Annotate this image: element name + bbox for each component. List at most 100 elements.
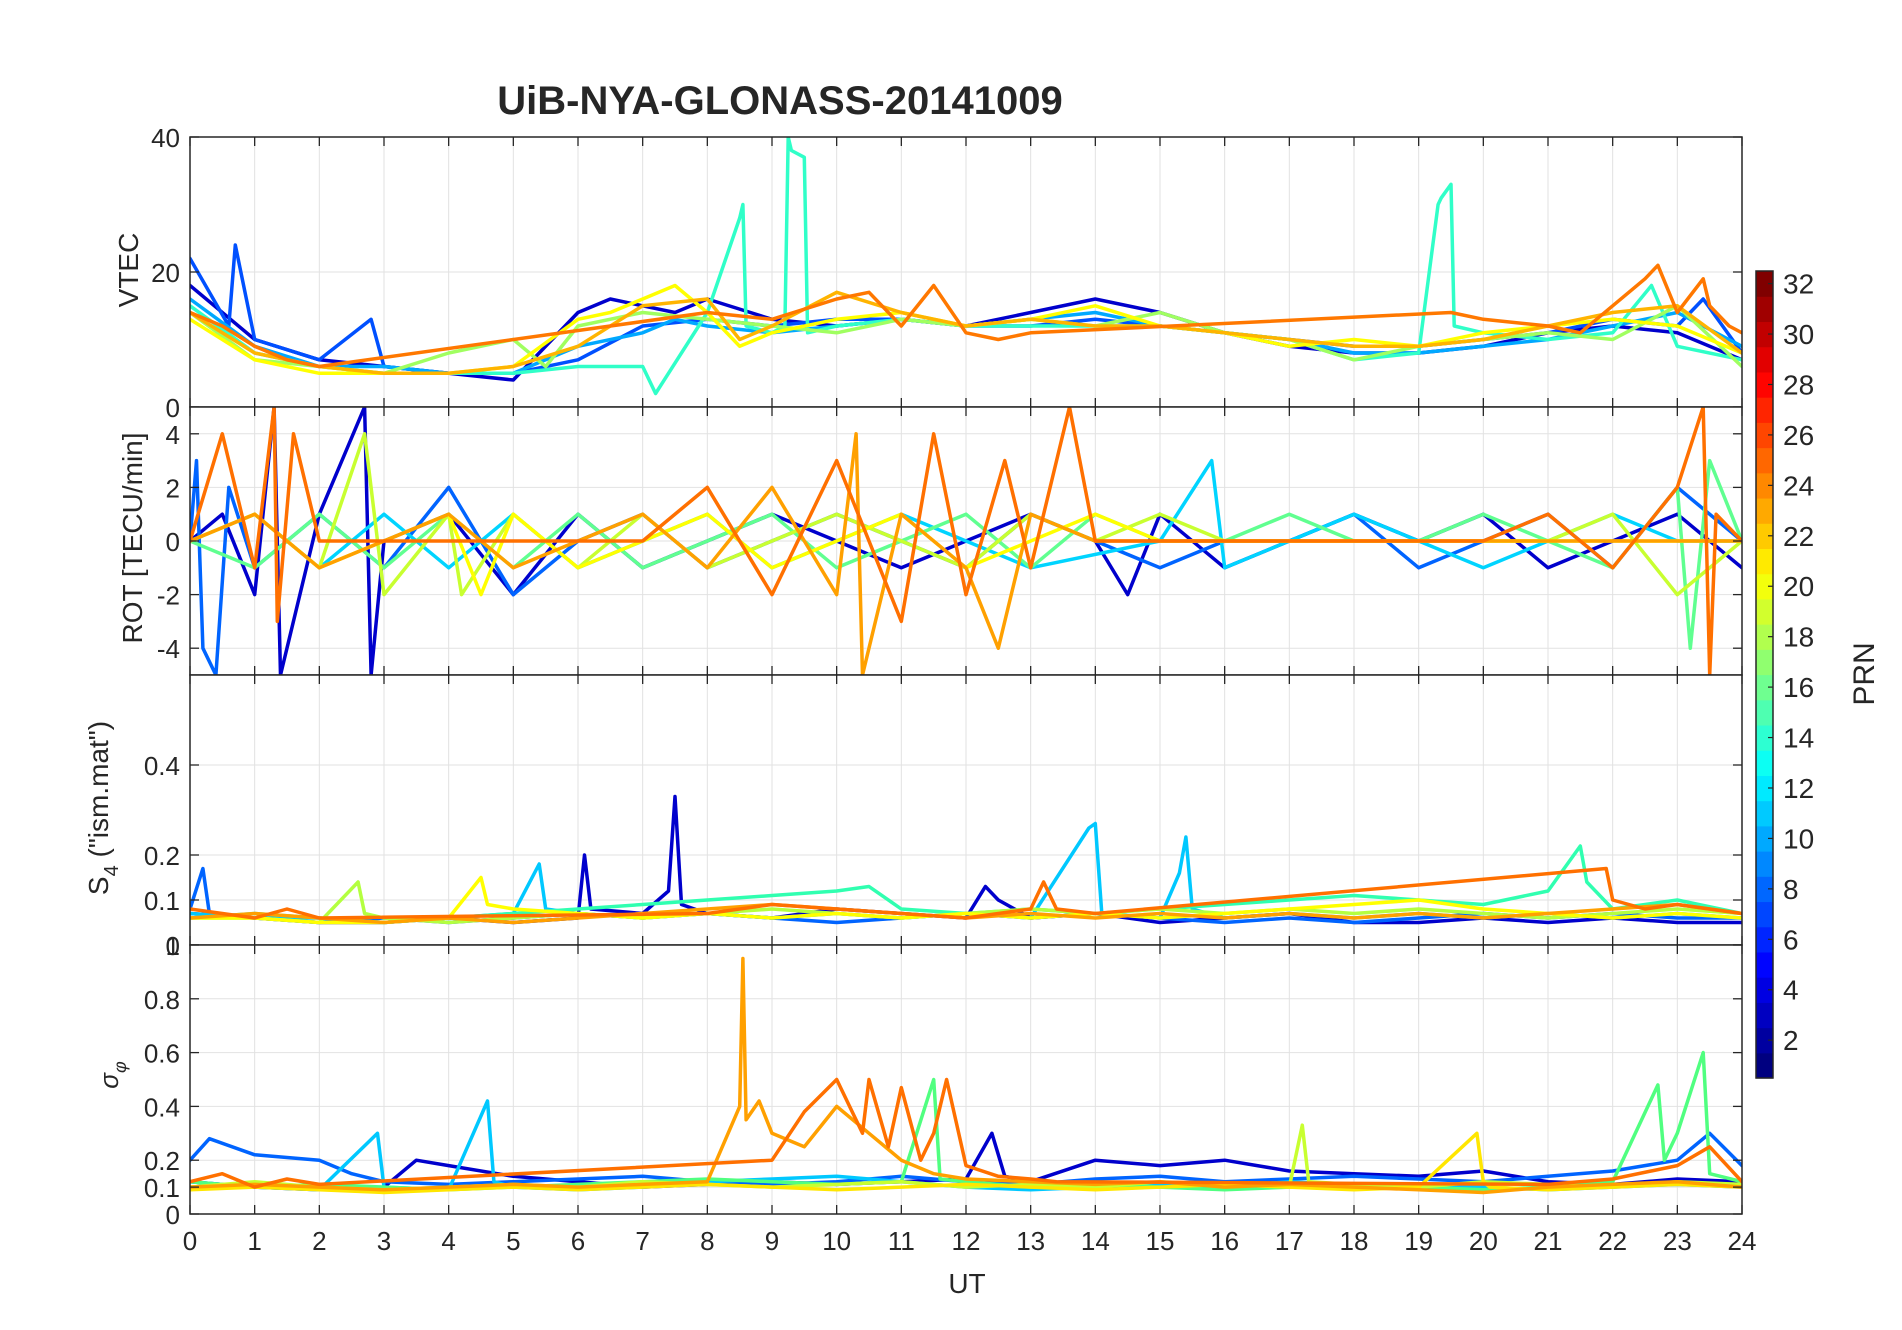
vtec-grid — [190, 136, 1742, 408]
rot-series-prn-12 — [190, 458, 1742, 570]
x-tick-label: 18 — [1340, 1226, 1369, 1256]
colorbar-tick-label: 8 — [1783, 874, 1799, 905]
sigma-y-tick-labels: 0 0.10.2 0.4 0.6 0.8 1 — [144, 931, 180, 1230]
x-tick-label: 3 — [377, 1226, 391, 1256]
s4-ticks — [189, 675, 1743, 946]
sigma-ticks — [189, 944, 1743, 1215]
sigma-series-prn-22 — [190, 956, 1742, 1195]
colorbar-segment — [1756, 674, 1773, 701]
x-tick-label: 7 — [635, 1226, 649, 1256]
x-tick-label: 10 — [822, 1226, 851, 1256]
colorbar-segment — [1756, 598, 1773, 625]
sigma-y-tick-label: 0.6 — [144, 1039, 180, 1069]
colorbar-segment — [1756, 497, 1773, 524]
sigma-y-tick-label: 0.2 — [144, 1146, 180, 1176]
colorbar-segment — [1756, 624, 1773, 650]
x-tick-label: 11 — [888, 1226, 915, 1256]
colorbar-tick-label: 16 — [1783, 672, 1814, 703]
panel-vtec: 0 20 40 VTEC — [113, 123, 1743, 423]
colorbar-tick-label: 4 — [1783, 975, 1799, 1006]
x-tick-label: 1 — [247, 1226, 261, 1256]
vtec-y-tick-labels: 0 20 40 — [151, 123, 180, 423]
colorbar-tick-label: 10 — [1783, 823, 1814, 854]
colorbar-segment — [1756, 573, 1773, 600]
sigma-y-tick-label: 0.8 — [144, 985, 180, 1015]
colorbar-segment — [1756, 775, 1773, 802]
x-tick-label: 20 — [1469, 1226, 1498, 1256]
rot-y-tick-label: 2 — [166, 473, 180, 503]
s4-y-tick-label: 0 — [166, 931, 180, 961]
colorbar-segment — [1756, 472, 1773, 499]
colorbar-segment — [1756, 523, 1773, 550]
s4-y-label: S4 ("ism.mat") — [83, 721, 123, 895]
colorbar-segment — [1756, 750, 1773, 776]
sigma-series-prn-3 — [190, 1131, 1742, 1192]
sigma-y-tick-label: 0.4 — [144, 1092, 180, 1122]
x-tick-label: 0 — [183, 1226, 197, 1256]
vtec-y-label: VTEC — [113, 233, 144, 308]
sigma-y-tick-label: 0.1 — [144, 1173, 180, 1203]
rot-y-tick-label: 0 — [166, 527, 180, 557]
rot-plot-lines — [190, 407, 1742, 675]
colorbar-frame — [1755, 270, 1774, 1079]
vtec-series-prn-13 — [190, 137, 1742, 396]
colorbar-segment — [1756, 271, 1773, 297]
colorbar-segment — [1756, 699, 1773, 726]
sigma-y-label: σφ — [94, 1061, 130, 1089]
rot-series-prn-24 — [190, 407, 1742, 675]
x-tick-label: 16 — [1210, 1226, 1239, 1256]
s4-grid — [190, 675, 1742, 946]
rot-ticks — [189, 407, 1743, 675]
colorbar-segment — [1756, 1002, 1773, 1029]
sigma-y-tick-label: 1 — [166, 931, 180, 961]
colorbar-segment — [1756, 901, 1773, 928]
colorbar-tick-label: 14 — [1783, 723, 1814, 754]
x-tick-label: 2 — [312, 1226, 326, 1256]
vtec-ticks — [189, 136, 1743, 408]
colorbar-segment — [1756, 825, 1773, 852]
colorbar-segment — [1756, 371, 1773, 398]
s4-series-prn-20 — [190, 875, 1742, 925]
colorbar-tick-label: 20 — [1783, 571, 1814, 602]
vtec-series-prn-22 — [190, 290, 1742, 376]
colorbar-tick-label: 24 — [1783, 470, 1814, 501]
x-tick-label: 19 — [1404, 1226, 1433, 1256]
x-tick-label: 9 — [765, 1226, 779, 1256]
colorbar-segment — [1756, 951, 1773, 978]
rot-y-tick-label: 4 — [166, 420, 180, 450]
x-tick-label: 24 — [1728, 1226, 1757, 1256]
colorbar-tick-label: 28 — [1783, 369, 1814, 400]
colorbar-tick-label: 6 — [1783, 924, 1799, 955]
colorbar-segment — [1756, 800, 1773, 827]
s4-plot-lines — [190, 794, 1742, 925]
x-axis-label: UT — [948, 1268, 985, 1299]
s4-y-tick-label: 0.4 — [144, 751, 180, 781]
colorbar-label: PRN — [1848, 642, 1881, 705]
rot-y-tick-label: -4 — [157, 634, 180, 664]
x-tick-label: 12 — [952, 1226, 981, 1256]
colorbar-tick-label: 2 — [1783, 1025, 1799, 1056]
x-tick-label: 14 — [1081, 1226, 1110, 1256]
vtec-y-tick-label: 0 — [166, 393, 180, 423]
rot-y-tick-labels: -4 -2 0 2 4 — [157, 420, 180, 664]
x-tick-label: 6 — [571, 1226, 585, 1256]
sigma-series-prn-24 — [190, 1077, 1742, 1189]
colorbar-segment — [1756, 296, 1773, 323]
colorbar-segment — [1756, 447, 1773, 474]
rot-y-label: ROT [TECU/min] — [117, 432, 148, 643]
vtec-y-tick-label: 40 — [151, 123, 180, 153]
colorbar-segment — [1756, 724, 1773, 751]
panel-rot: -4 -2 0 2 4 ROT [TECU/min] — [117, 406, 1743, 676]
s4-y-tick-label: 0.2 — [144, 841, 180, 871]
colorbar-segment — [1756, 977, 1773, 1003]
colorbar-segments — [1756, 271, 1773, 1079]
chart-title: UiB-NYA-GLONASS-20141009 — [497, 79, 1062, 123]
colorbar-segment — [1756, 321, 1773, 348]
x-tick-label: 8 — [700, 1226, 714, 1256]
vtec-plot-lines — [190, 137, 1742, 396]
colorbar-tick-label: 22 — [1783, 521, 1814, 552]
x-tick-label: 22 — [1598, 1226, 1627, 1256]
colorbar-segment — [1756, 548, 1773, 575]
